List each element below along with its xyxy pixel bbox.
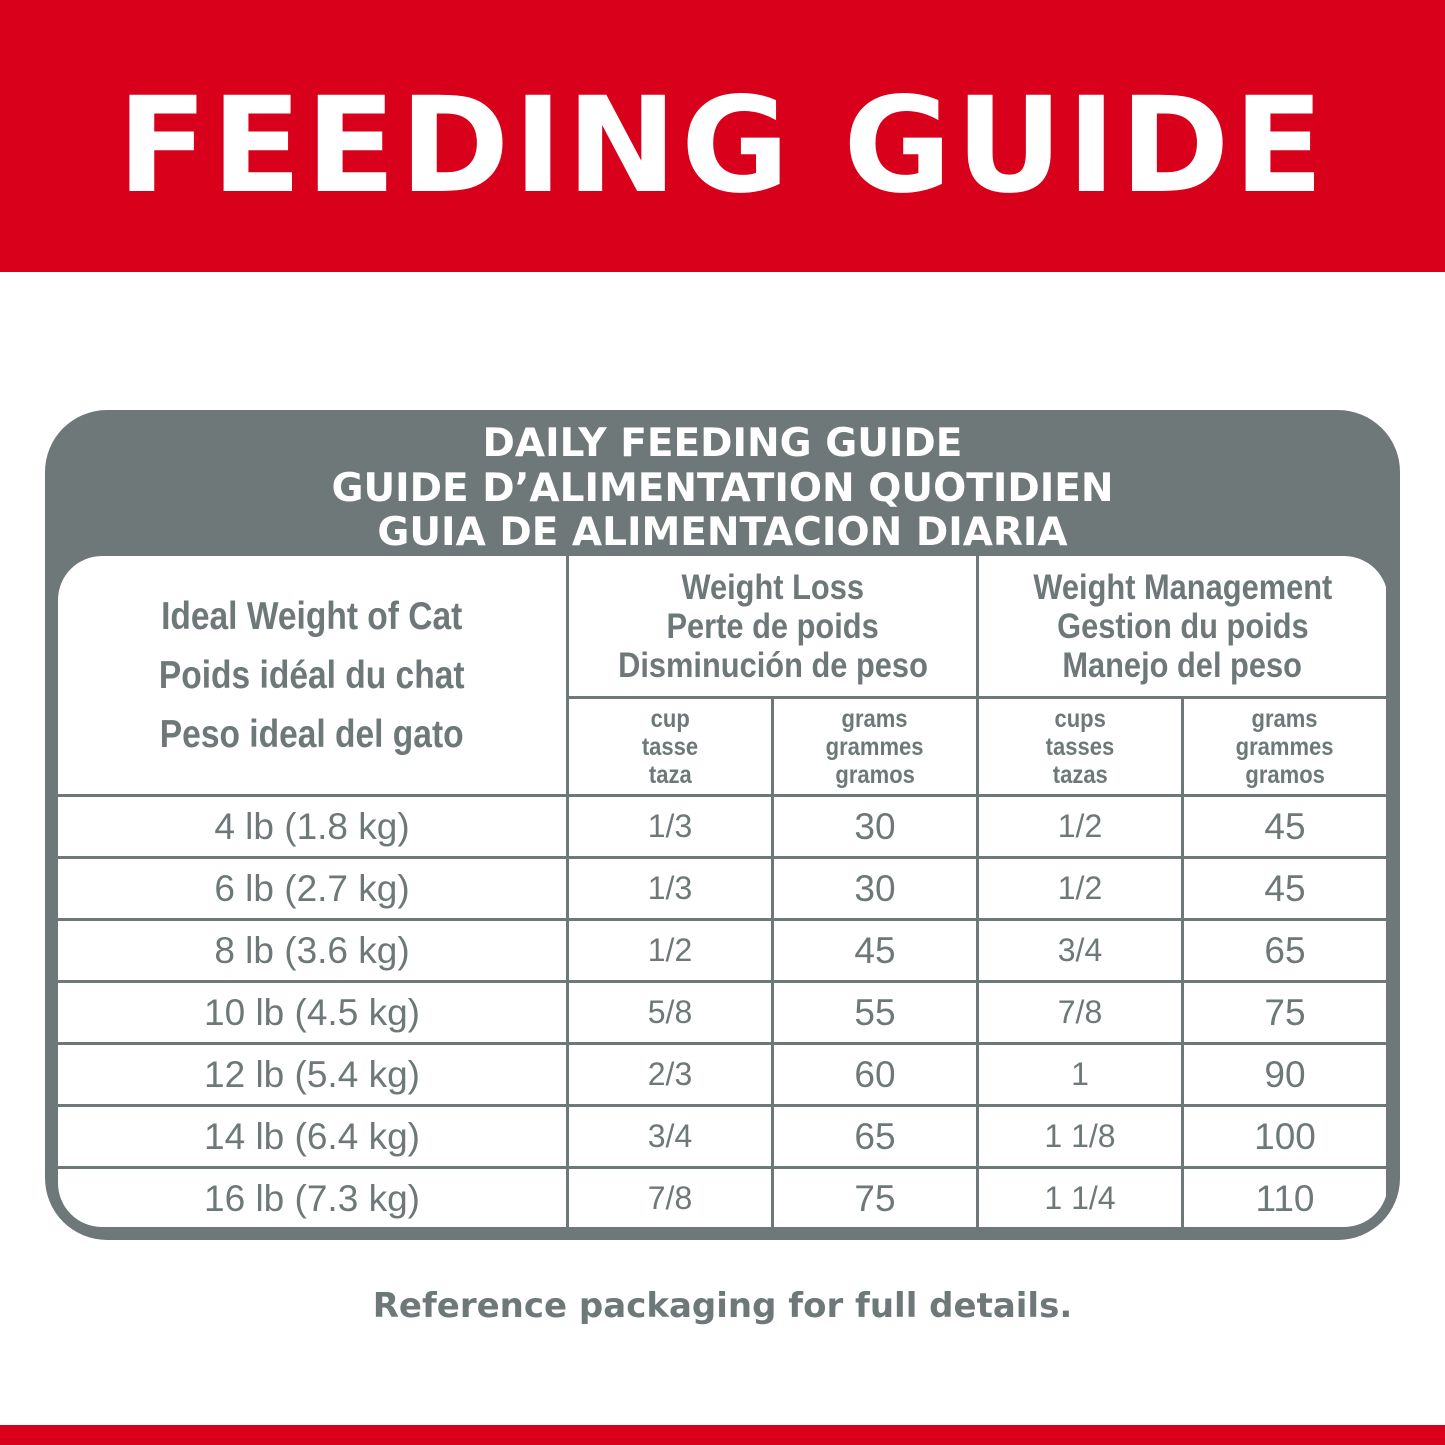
loss-cups-cell: 1/2: [569, 921, 771, 980]
mgmt-cups-cell: 1 1/4: [979, 1169, 1181, 1227]
unit-label: tasse: [641, 732, 699, 761]
card-title: DAILY FEEDING GUIDE GUIDE D’ALIMENTATION…: [45, 421, 1400, 556]
unit-label: gramos: [1245, 760, 1325, 789]
footer-note: Reference packaging for full details.: [372, 1286, 1073, 1326]
weight-cell: 12 lb (5.4 kg): [58, 1045, 566, 1104]
unit-label: cup: [650, 704, 690, 733]
bottom-bar: [0, 1425, 1445, 1445]
header-weight-management: Weight Management Gestion du poids Manej…: [979, 556, 1386, 696]
header-ideal-weight-text: Ideal Weight of Cat Poids idéal du chat …: [159, 587, 465, 764]
feeding-table: Ideal Weight of Cat Poids idéal du chat …: [58, 556, 1388, 1227]
header-text: Ideal Weight of Cat: [161, 594, 463, 638]
unit-label: cups: [1054, 704, 1106, 733]
unit-header: grams grammes gramos: [1184, 699, 1386, 794]
weight-cell: 14 lb (6.4 kg): [58, 1107, 566, 1166]
mgmt-grams-cell: 65: [1184, 921, 1386, 980]
loss-grams-cell: 65: [774, 1107, 976, 1166]
header-text: Manejo del peso: [1062, 645, 1303, 685]
weight-cell: 6 lb (2.7 kg): [58, 859, 566, 918]
header-text: Poids idéal du chat: [159, 653, 465, 697]
header-text: Weight Loss: [681, 567, 864, 607]
card-title-fr: GUIDE D’ALIMENTATION QUOTIDIEN: [331, 465, 1114, 511]
mgmt-grams-cell: 110: [1184, 1169, 1386, 1227]
unit-header: cups tasses tazas: [979, 699, 1181, 794]
mgmt-grams-cell: 45: [1184, 797, 1386, 856]
header-banner: FEEDING GUIDE: [0, 0, 1445, 272]
loss-grams-cell: 30: [774, 797, 976, 856]
header-ideal-weight: Ideal Weight of Cat Poids idéal du chat …: [58, 556, 566, 794]
mgmt-grams-cell: 90: [1184, 1045, 1386, 1104]
unit-label: taza: [648, 760, 692, 789]
header-text: Gestion du poids: [1056, 606, 1309, 646]
loss-cups-cell: 7/8: [569, 1169, 771, 1227]
unit-header: cup tasse taza: [569, 699, 771, 794]
loss-grams-cell: 45: [774, 921, 976, 980]
loss-grams-cell: 55: [774, 983, 976, 1042]
unit-header: grams grammes gramos: [774, 699, 976, 794]
mgmt-cups-cell: 1 1/8: [979, 1107, 1181, 1166]
card-title-es: GUIA DE ALIMENTACION DIARIA: [377, 510, 1068, 555]
unit-label: grams: [1251, 704, 1319, 733]
header-weight-loss: Weight Loss Perte de poids Disminución d…: [569, 556, 976, 696]
unit-label: tasses: [1045, 732, 1115, 761]
header-text: Peso ideal del gato: [160, 712, 464, 756]
loss-cups-cell: 2/3: [569, 1045, 771, 1104]
page-title: FEEDING GUIDE: [117, 69, 1328, 223]
unit-label: gramos: [835, 760, 915, 789]
weight-cell: 8 lb (3.6 kg): [58, 921, 566, 980]
mgmt-grams-cell: 75: [1184, 983, 1386, 1042]
weight-cell: 4 lb (1.8 kg): [58, 797, 566, 856]
feeding-guide-card: DAILY FEEDING GUIDE GUIDE D’ALIMENTATION…: [45, 410, 1400, 1240]
mgmt-cups-cell: 3/4: [979, 921, 1181, 980]
header-text: Perte de poids: [666, 606, 879, 646]
loss-grams-cell: 75: [774, 1169, 976, 1227]
unit-label: grammes: [1236, 732, 1334, 761]
unit-label: grammes: [826, 732, 924, 761]
mgmt-cups-cell: 1/2: [979, 797, 1181, 856]
mgmt-grams-cell: 100: [1184, 1107, 1386, 1166]
loss-grams-cell: 60: [774, 1045, 976, 1104]
mgmt-grams-cell: 45: [1184, 859, 1386, 918]
mgmt-cups-cell: 7/8: [979, 983, 1181, 1042]
header-text: Weight Management: [1033, 567, 1332, 607]
weight-cell: 10 lb (4.5 kg): [58, 983, 566, 1042]
loss-grams-cell: 30: [774, 859, 976, 918]
unit-label: grams: [841, 704, 909, 733]
loss-cups-cell: 3/4: [569, 1107, 771, 1166]
card-title-en: DAILY FEEDING GUIDE: [482, 421, 963, 466]
unit-label: tazas: [1052, 760, 1108, 789]
loss-cups-cell: 1/3: [569, 859, 771, 918]
loss-cups-cell: 1/3: [569, 797, 771, 856]
mgmt-cups-cell: 1/2: [979, 859, 1181, 918]
weight-cell: 16 lb (7.3 kg): [58, 1169, 566, 1227]
loss-cups-cell: 5/8: [569, 983, 771, 1042]
header-text: Disminución de peso: [617, 645, 928, 685]
mgmt-cups-cell: 1: [979, 1045, 1181, 1104]
